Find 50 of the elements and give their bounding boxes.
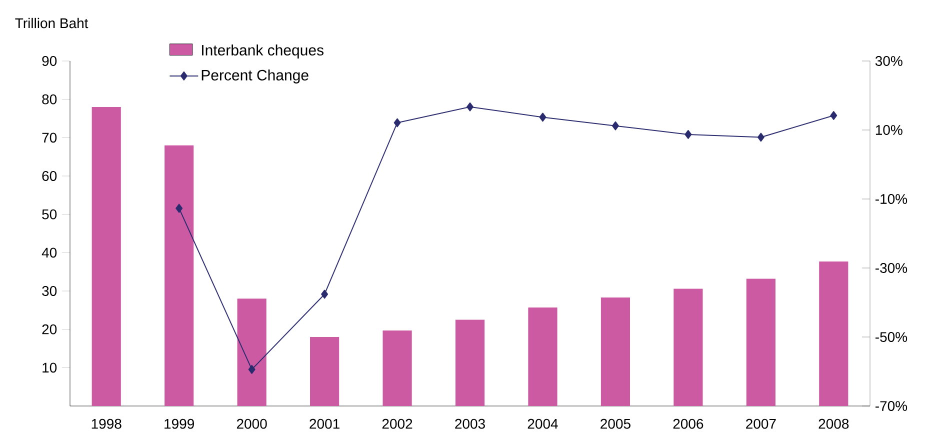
point xyxy=(176,204,183,213)
x-tick-label: 2004 xyxy=(528,418,558,429)
x-tick-label: 2007 xyxy=(746,418,776,429)
y-tick-label: 40 xyxy=(42,248,57,258)
bar xyxy=(674,288,703,406)
point xyxy=(394,118,401,128)
bar xyxy=(819,261,848,406)
x-tick-label: 2008 xyxy=(818,418,849,429)
bar xyxy=(237,298,266,406)
y-tick-label: 70 xyxy=(42,132,57,143)
x-tick-label: 2005 xyxy=(600,418,630,429)
bar xyxy=(528,307,558,406)
y2-tick-label: -50% xyxy=(876,332,908,342)
y-tick-label: 30 xyxy=(42,286,57,296)
y2-tick-label: 30% xyxy=(875,56,902,66)
x-tick-label: 2003 xyxy=(455,418,485,429)
y-tick-label: 10 xyxy=(42,362,57,373)
point xyxy=(830,111,838,120)
y2-tick-label: 10% xyxy=(876,125,902,135)
y-tick-label: 90 xyxy=(42,56,57,66)
point xyxy=(539,112,546,122)
y-tick-label: 80 xyxy=(42,94,57,104)
y-tick-label: 20 xyxy=(42,324,57,334)
x-tick-label: 2001 xyxy=(310,418,340,429)
bar xyxy=(455,320,485,406)
bar xyxy=(382,330,412,406)
point xyxy=(321,290,328,299)
bar xyxy=(746,278,776,406)
x-tick-label: 2006 xyxy=(673,418,704,429)
bar xyxy=(164,145,194,406)
y2-tick-label: -30% xyxy=(876,263,908,273)
point xyxy=(466,102,474,112)
point xyxy=(757,132,764,142)
x-tick-label: 2002 xyxy=(382,418,412,429)
x-tick-label: 1998 xyxy=(92,418,122,429)
y-tick-label: 60 xyxy=(42,171,57,181)
y2-tick-label: -70% xyxy=(876,401,908,411)
point xyxy=(684,130,692,139)
bar xyxy=(600,298,630,406)
x-tick-label: 2000 xyxy=(236,418,267,429)
legend-label: Percent Change xyxy=(202,69,308,84)
point xyxy=(248,364,256,374)
y-axis-title: Trillion Baht xyxy=(15,18,88,28)
bar xyxy=(92,107,121,406)
x-tick-label: 1999 xyxy=(164,418,194,429)
point xyxy=(612,121,619,130)
y2-tick-label: -10% xyxy=(876,194,908,204)
legend-label: Interbank cheques xyxy=(202,44,324,58)
y-tick-label: 50 xyxy=(42,209,57,220)
bar xyxy=(310,337,340,406)
